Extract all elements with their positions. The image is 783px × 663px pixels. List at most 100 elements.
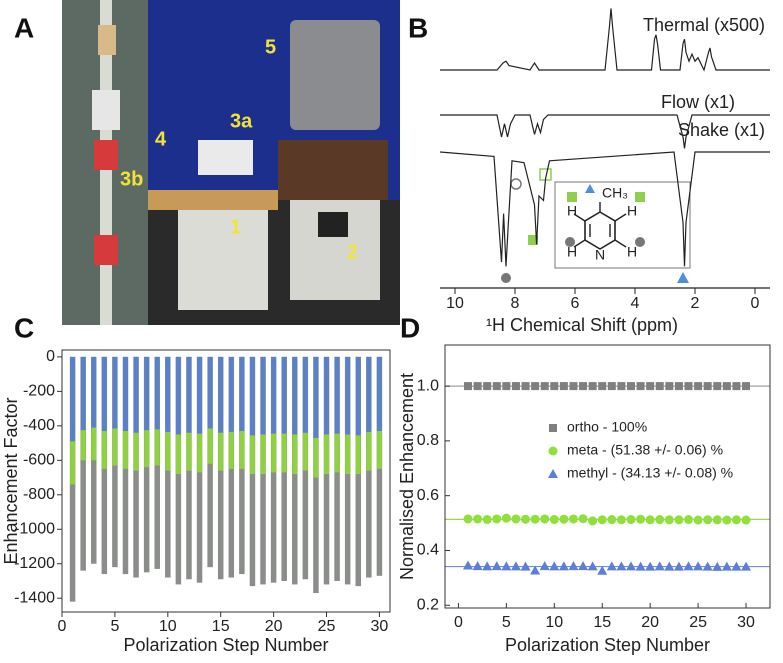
x-tick-label: 15 bbox=[593, 614, 611, 631]
marker bbox=[549, 561, 560, 571]
marker bbox=[713, 382, 722, 391]
bar bbox=[271, 356, 277, 434]
marker bbox=[520, 561, 531, 571]
bar bbox=[345, 356, 351, 435]
photo-label: 4 bbox=[155, 128, 167, 150]
x-axis-label: Polarization Step Number bbox=[505, 635, 710, 655]
marker bbox=[550, 382, 559, 391]
bar bbox=[366, 356, 372, 432]
fitting bbox=[94, 235, 118, 265]
x-tick-label: 25 bbox=[689, 614, 707, 631]
marker bbox=[587, 561, 598, 571]
trace-label: Flow (x1) bbox=[661, 92, 735, 112]
marker bbox=[646, 382, 655, 391]
marker bbox=[741, 561, 752, 571]
bar bbox=[70, 356, 76, 442]
marker bbox=[558, 561, 569, 571]
x-tick-label: 10 bbox=[159, 618, 177, 635]
marker bbox=[721, 561, 732, 571]
marker bbox=[492, 514, 502, 524]
marker bbox=[530, 514, 540, 524]
y-tick-label: 0.6 bbox=[417, 487, 439, 504]
marker bbox=[616, 561, 627, 571]
marker bbox=[693, 561, 704, 571]
bar bbox=[249, 356, 255, 436]
marker bbox=[502, 382, 511, 391]
marker bbox=[597, 515, 607, 525]
marker bbox=[540, 514, 550, 524]
spectrum-trace bbox=[439, 151, 770, 267]
marker bbox=[483, 382, 492, 391]
y-axis-label: Enhancement Factor bbox=[1, 397, 21, 564]
marker bbox=[742, 382, 751, 391]
atom-label: N bbox=[595, 247, 605, 263]
x-tick-label: 30 bbox=[737, 614, 755, 631]
marker bbox=[463, 514, 473, 524]
marker bbox=[530, 565, 541, 575]
y-tick-label: -1000 bbox=[14, 520, 55, 537]
marker bbox=[683, 561, 694, 571]
marker bbox=[645, 515, 655, 525]
marker bbox=[597, 565, 608, 575]
atom-label: H bbox=[627, 244, 637, 260]
bar bbox=[197, 356, 203, 434]
marker bbox=[511, 382, 520, 391]
x-axis-label: ¹H Chemical Shift (ppm) bbox=[486, 315, 678, 335]
x-tick-label: 8 bbox=[511, 295, 520, 312]
photo-label: 2 bbox=[347, 241, 358, 263]
marker bbox=[712, 561, 723, 571]
marker bbox=[578, 561, 589, 571]
marker bbox=[559, 514, 569, 524]
y-tick-label: -1400 bbox=[14, 589, 55, 606]
bar bbox=[355, 356, 361, 436]
bar bbox=[186, 356, 192, 433]
photo-label: 3b bbox=[120, 168, 143, 190]
marker bbox=[568, 514, 578, 524]
marker bbox=[482, 515, 492, 525]
trace-label: Thermal (x500) bbox=[643, 15, 765, 35]
bar bbox=[376, 356, 382, 432]
marker bbox=[731, 561, 742, 571]
y-tick-label: -1200 bbox=[14, 555, 55, 572]
bar bbox=[91, 356, 97, 428]
valve bbox=[92, 90, 120, 130]
bar bbox=[218, 356, 224, 433]
photo-label: 5 bbox=[265, 36, 276, 58]
marker bbox=[703, 382, 712, 391]
panel-letter: C bbox=[14, 312, 34, 343]
molecule-inset: CH₃ H H H H N bbox=[554, 181, 691, 269]
marker bbox=[674, 382, 683, 391]
table bbox=[148, 190, 278, 210]
marker bbox=[635, 561, 646, 571]
methyl-symbol bbox=[677, 272, 689, 283]
x-tick-label: 5 bbox=[110, 618, 119, 635]
marker bbox=[588, 516, 598, 526]
x-tick-label: 2 bbox=[691, 295, 700, 312]
y-tick-label: -400 bbox=[23, 417, 55, 434]
atom-label: H bbox=[627, 203, 637, 219]
meta-symbol bbox=[567, 192, 577, 202]
marker bbox=[531, 382, 540, 391]
bar bbox=[112, 356, 118, 429]
plot-frame bbox=[444, 344, 771, 609]
bar bbox=[239, 356, 245, 432]
controller bbox=[198, 140, 253, 175]
marker bbox=[501, 561, 512, 571]
marker bbox=[472, 561, 483, 571]
marker bbox=[606, 561, 617, 571]
x-tick-label: 20 bbox=[641, 614, 659, 631]
marker bbox=[722, 382, 731, 391]
marker bbox=[625, 561, 636, 571]
bar bbox=[302, 356, 308, 433]
bar bbox=[228, 356, 234, 432]
methyl-symbol bbox=[585, 184, 595, 193]
marker bbox=[664, 515, 674, 525]
photo-label: 1 bbox=[230, 216, 241, 238]
bar bbox=[334, 356, 340, 434]
marker bbox=[674, 515, 684, 525]
screen bbox=[318, 212, 348, 237]
ortho-open-symbol bbox=[510, 178, 522, 190]
marker bbox=[579, 382, 588, 391]
y-tick-label: 0.4 bbox=[417, 542, 439, 559]
marker bbox=[578, 514, 588, 524]
